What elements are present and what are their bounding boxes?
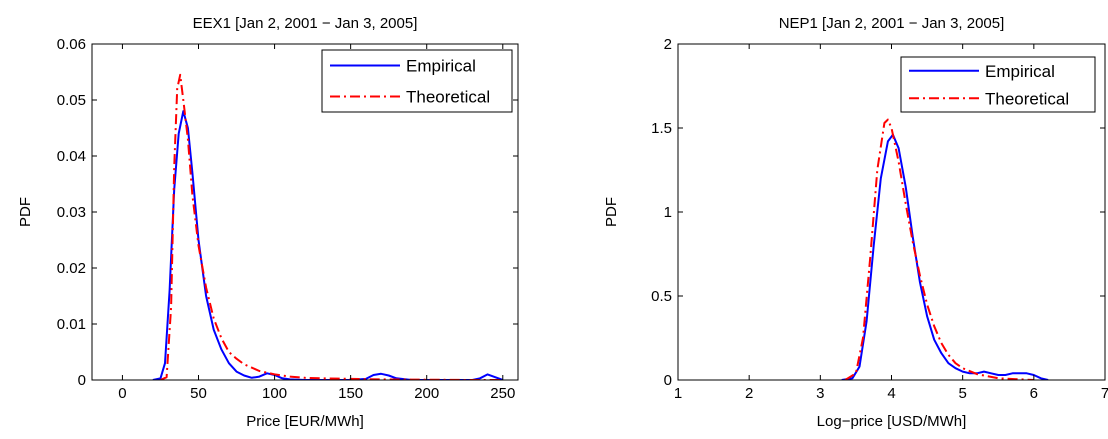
x-tick-label: 2 [745, 385, 753, 402]
chart-2: 1 2 3 4 5 6 7 0 0.5 1 1.5 2 NEP1 [Jan 2, 2001 − Jan … [603, 15, 1108, 430]
series-group [152, 73, 504, 380]
series-group [841, 118, 1049, 380]
x-tick-label: 3 [816, 385, 824, 402]
legend-label-theoretical: Theoretical [406, 88, 490, 107]
x-tick-label: 200 [414, 385, 439, 402]
x-tick-label: 100 [262, 385, 287, 402]
x-axis-label: Log−price [USD/MWh] [817, 413, 967, 430]
x-tick-label: 7 [1101, 385, 1108, 402]
y-tick-label: 0 [78, 372, 86, 389]
y-axis-label: PDF [603, 197, 620, 227]
y-tick-label: 1.5 [651, 120, 672, 137]
series-line-theoretical [160, 73, 503, 380]
chart-title: NEP1 [Jan 2, 2001 − Jan 3, 2005] [779, 15, 1005, 32]
y-tick-label: 0.06 [57, 36, 86, 53]
y-tick-label: 0.04 [57, 148, 86, 165]
y-tick-label: 0.02 [57, 260, 86, 277]
y-tick-label: 0.5 [651, 288, 672, 305]
legend-box [900, 56, 1096, 113]
y-tick-label: 0.05 [57, 92, 86, 109]
legend-label-theoretical: Theoretical [985, 89, 1069, 108]
x-tick-label: 5 [958, 385, 966, 402]
x-tick-label: 150 [338, 385, 363, 402]
chart-1: 0 50 100 150 200 250 0 0.01 0.02 0.03 0.04 0.05 0.06… [17, 15, 519, 430]
legend: Empirical Theoretical [321, 49, 513, 113]
y-tick-label: 0.03 [57, 204, 86, 221]
x-tick-label: 1 [674, 385, 682, 402]
chart-title: EEX1 [Jan 2, 2001 − Jan 3, 2005] [193, 15, 418, 32]
y-axis-label: PDF [17, 197, 34, 227]
x-axis-label: Price [EUR/MWh] [246, 413, 364, 430]
x-tick-label: 4 [887, 385, 895, 402]
y-tick-label: 1 [664, 204, 672, 221]
y-tick-label: 2 [664, 36, 672, 53]
series-line-empirical [841, 133, 1049, 380]
legend-label-empirical: Empirical [406, 57, 476, 76]
x-tick-label: 250 [490, 385, 515, 402]
series-line-theoretical [844, 118, 1034, 380]
legend-label-empirical: Empirical [985, 62, 1055, 81]
legend-box [321, 49, 513, 113]
x-tick-label: 0 [118, 385, 126, 402]
x-tick-label: 6 [1030, 385, 1038, 402]
x-tick-label: 50 [190, 385, 207, 402]
y-tick-label: 0.01 [57, 316, 86, 333]
legend: Empirical Theoretical [900, 56, 1096, 113]
y-tick-label: 0 [664, 372, 672, 389]
